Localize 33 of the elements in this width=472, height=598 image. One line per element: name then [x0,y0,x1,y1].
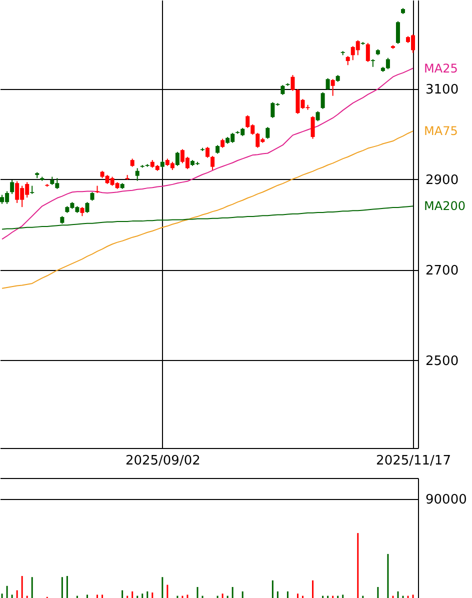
candlestick [320,92,325,110]
candlestick [370,58,375,68]
candlestick [326,78,330,90]
candlestick [310,116,315,140]
candlestick [85,202,90,214]
x-tick-label: 2025/09/02 [125,454,200,468]
candlestick [266,126,270,140]
line-series [2,130,414,289]
candlestick [10,179,14,194]
candlestick [330,78,335,96]
candlestick [175,151,180,166]
x-tick-label: 2025/11/17 [376,454,451,468]
series-label: MA75 [424,124,458,138]
candlestick [220,138,225,148]
candlestick [280,84,285,96]
y-tick-label: 2700 [426,263,459,278]
line-series [2,68,414,240]
candlestick [396,20,400,44]
y-tick-label: 3100 [426,82,459,98]
line-series [2,206,414,230]
y-tick-label: 2500 [426,354,459,369]
candlestick [210,155,215,170]
candlestick [135,168,140,182]
candlestick [366,42,370,62]
candlestick [290,74,295,92]
candlestick [206,146,210,158]
candlestick [316,110,320,122]
candlestick [80,206,84,217]
series-label: MA25 [424,61,458,76]
y-tick-label: 2900 [426,172,459,188]
series-label: MA200 [424,199,466,214]
candlestick [346,56,350,66]
y-tick-label: 90000 [426,492,467,508]
